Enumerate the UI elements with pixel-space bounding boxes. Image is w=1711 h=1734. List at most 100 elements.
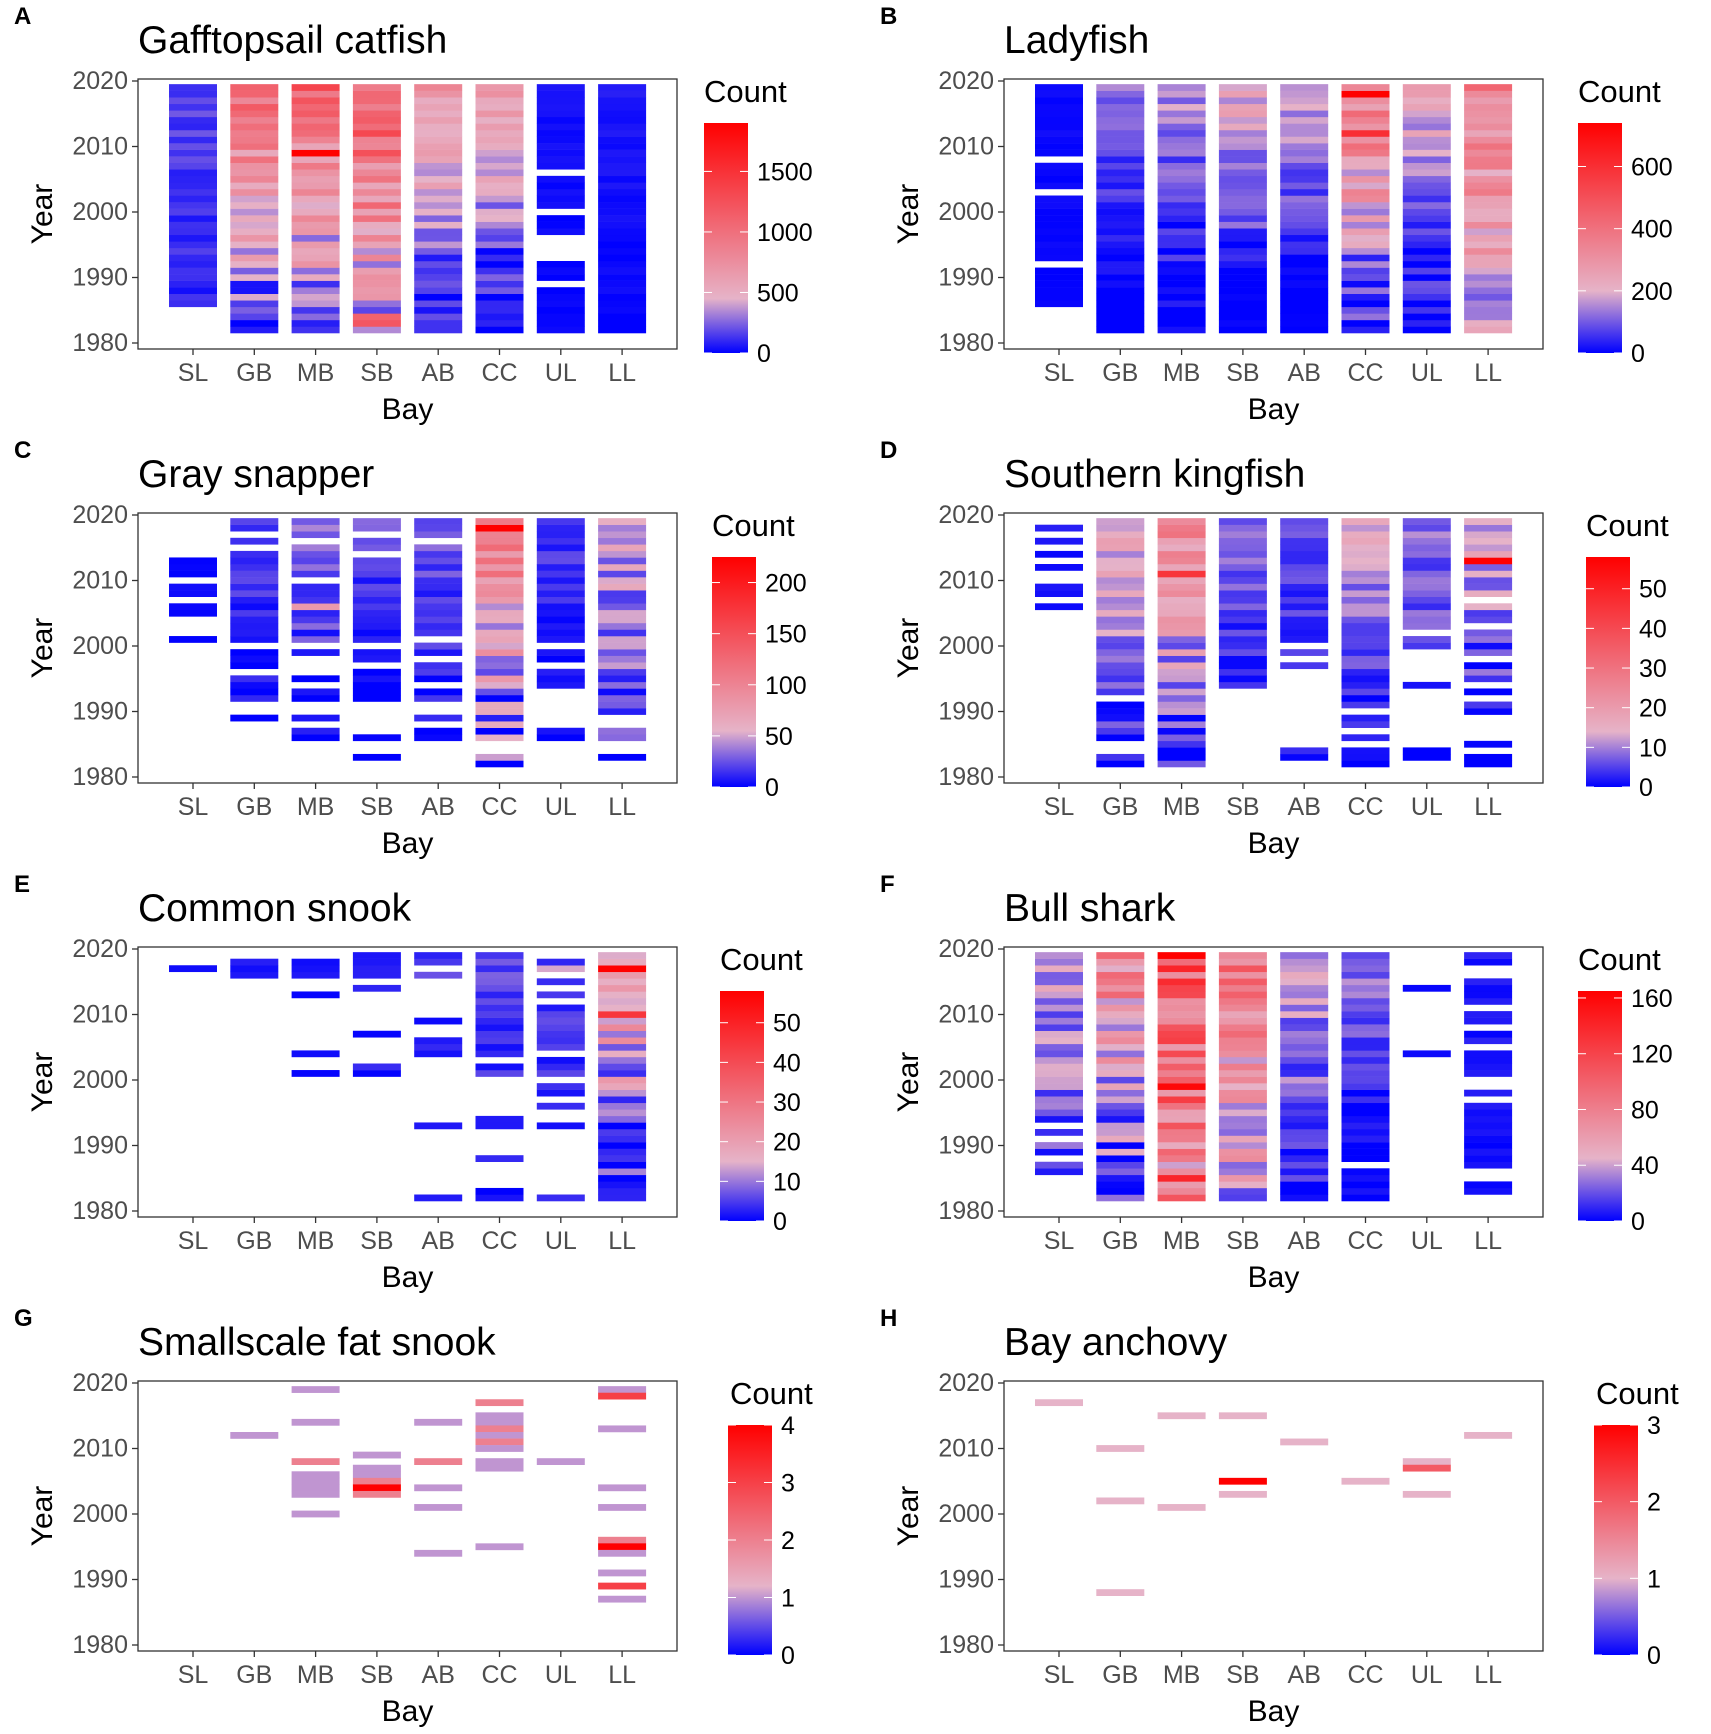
heatmap-cell-sb-1991 [352,267,401,275]
heatmap-cell-cc-2006 [1341,1037,1390,1045]
heatmap-cell-sl-2012 [169,564,217,571]
heatmap-cell-cc-2005 [1341,1043,1390,1051]
heatmap-cell-gb-2002 [1096,195,1145,203]
heatmap-cell-ul-2003 [1402,1490,1451,1498]
heatmap-cell-cc-1986 [475,300,524,308]
heatmap-cell-ll-2009 [1464,583,1513,591]
heatmap-cell-sl-1998 [1035,221,1083,229]
x-tick-label: CC [481,359,517,387]
panel-letter: A [14,3,31,30]
heatmap-cell-ul-1988 [536,287,585,294]
heatmap-cell-ll-1983 [598,319,647,327]
heatmap-cell-cc-2017 [1341,531,1390,539]
heatmap-cell-ab-1984 [1280,1181,1329,1189]
heatmap-cell-sl-2004 [1035,182,1083,190]
heatmap-cell-cc-1982 [1341,1194,1390,1202]
heatmap-cell-sl-2004 [169,182,217,190]
heatmap-cell-cc-1994 [475,681,524,689]
heatmap-cell-gb-2007 [230,162,279,170]
heatmap-cell-ll-2016 [598,537,647,545]
heatmap-cell-ll-2014 [598,116,647,124]
heatmap-cell-cc-2011 [475,1438,524,1446]
heatmap-cell-ab-2008 [414,590,463,597]
heatmap-cell-cc-2014 [1341,550,1390,558]
heatmap-cell-cc-2019 [475,952,524,959]
heatmap-cell-gb-2012 [1096,130,1145,137]
heatmap-cell-gb-2012 [230,130,279,137]
legend-tick-label: 3 [1647,1412,1661,1440]
heatmap-cell-gb-2002 [230,195,279,203]
plot-panel [137,946,678,1218]
legend-title: Count [712,508,795,543]
heatmap-cell-ll-1985 [598,306,647,314]
heatmap-cell-mb-2013 [1157,991,1206,999]
heatmap-cell-mb-2018 [291,524,340,532]
heatmap-cell-mb-2014 [291,1418,340,1426]
heatmap-cell-ab-2016 [414,971,463,979]
heatmap-cell-ll-2018 [1464,90,1513,98]
heatmap-cell-cc-1983 [1341,319,1390,327]
heatmap-cell-ll-2008 [598,1024,647,1031]
heatmap-cell-gb-1989 [1096,714,1145,722]
legend-colorbar [1578,991,1622,1221]
heatmap-cell-mb-1987 [1157,727,1206,735]
heatmap-cell-cc-1989 [475,280,524,288]
heatmap-cell-ll-1986 [598,1168,647,1176]
heatmap-cell-sb-1999 [352,649,401,656]
heatmap-cell-sb-1989 [1218,280,1267,288]
heatmap-cell-sl-1994 [1035,247,1083,255]
heatmap-cell-ab-1983 [1280,319,1329,327]
x-tick-label: MB [297,793,335,821]
heatmap-cell-sb-2019 [1218,952,1267,959]
heatmap-cell-sl-2006 [1035,169,1083,177]
heatmap-cell-ul-1994 [536,681,585,689]
heatmap-cell-mb-1996 [1157,234,1206,242]
heatmap-cell-gb-1989 [1096,1148,1145,1156]
heatmap-cell-ab-2000 [414,642,463,650]
heatmap-cell-cc-2009 [1341,1017,1390,1025]
heatmap-cell-sl-1987 [169,293,217,301]
heatmap-cell-ul-2006 [536,603,585,611]
heatmap-cell-mb-1991 [1157,701,1206,709]
heatmap-cell-mb-1992 [1157,261,1206,268]
legend-tick-label: 0 [1631,340,1645,368]
heatmap-cell-cc-1992 [1341,1129,1390,1136]
heatmap-cell-gb-2010 [1096,577,1145,584]
heatmap-cell-sb-2002 [352,195,401,203]
heatmap-cell-cc-2008 [475,1458,524,1465]
x-tick-label: MB [297,359,335,387]
heatmap-cell-gb-2018 [1096,90,1145,98]
heatmap-cell-ll-2015 [598,978,647,986]
heatmap-cell-ab-1983 [1280,753,1329,761]
heatmap-cell-sb-2002 [352,1063,401,1071]
heatmap-cell-ll-2011 [1464,136,1513,144]
heatmap-cell-ab-1987 [414,727,463,735]
heatmap-cell-ul-2015 [536,544,585,552]
heatmap-cell-ul-1992 [1402,261,1451,268]
heatmap-cell-ab-2004 [414,1050,463,1058]
heatmap-cell-ab-1987 [1280,293,1329,301]
heatmap-cell-cc-1987 [475,727,524,735]
heatmap-cell-gb-2002 [1096,1497,1145,1505]
heatmap-cell-gb-2006 [1096,169,1145,177]
heatmap-cell-ll-2014 [1464,116,1513,124]
heatmap-cell-sl-2013 [1035,991,1083,999]
heatmap-cell-ul-1990 [1402,274,1451,281]
heatmap-cell-gb-2005 [1096,175,1145,183]
heatmap-cell-sb-1998 [352,655,401,663]
heatmap-cell-ll-1989 [1464,1148,1513,1156]
heatmap-cell-ll-1994 [598,1549,647,1557]
heatmap-cell-gb-1985 [230,306,279,314]
heatmap-cell-mb-1983 [291,319,340,327]
heatmap-cell-sl-1998 [1035,1089,1083,1097]
heatmap-cell-cc-2015 [1341,544,1390,552]
heatmap-cell-sb-2014 [1218,984,1267,992]
heatmap-cell-ul-2019 [536,518,585,525]
heatmap-cell-sl-1995 [1035,241,1083,249]
heatmap-cell-ab-1985 [1280,1174,1329,1182]
heatmap-cell-ll-1994 [598,1115,647,1123]
heatmap-cell-ll-2014 [598,984,647,992]
heatmap-cell-sb-1986 [1218,300,1267,308]
heatmap-cell-sl-1999 [1035,1083,1083,1090]
